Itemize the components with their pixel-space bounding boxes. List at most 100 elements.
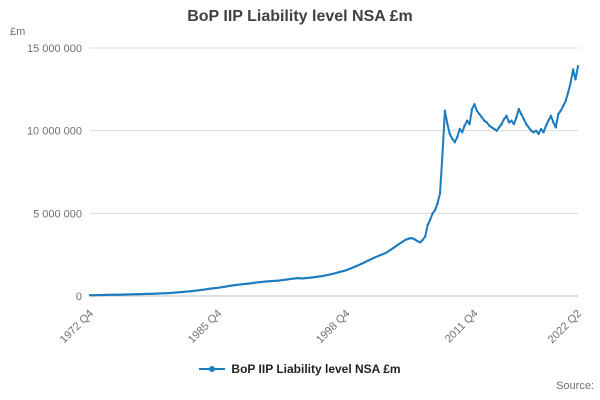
data-point xyxy=(103,293,107,297)
data-point xyxy=(436,202,439,205)
data-point xyxy=(276,279,279,282)
source-label: Source: xyxy=(556,380,594,392)
data-point xyxy=(389,248,392,251)
data-point xyxy=(234,283,237,287)
data-point xyxy=(128,293,131,296)
data-point xyxy=(470,108,474,111)
data-point xyxy=(246,282,249,285)
data-point xyxy=(493,127,496,131)
data-point xyxy=(101,293,104,297)
data-point xyxy=(364,260,368,263)
data-point xyxy=(310,276,313,279)
data-point xyxy=(273,279,276,283)
data-point xyxy=(300,277,304,280)
data-point xyxy=(453,141,456,144)
legend-item[interactable]: BoP IIP Liability level NSA £m xyxy=(199,362,401,376)
data-point xyxy=(253,281,257,284)
data-point xyxy=(505,114,508,118)
data-point xyxy=(214,286,217,290)
data-point xyxy=(175,291,178,294)
data-point xyxy=(308,276,311,279)
data-point xyxy=(320,275,323,278)
data-point xyxy=(542,131,545,134)
data-point xyxy=(207,287,210,291)
data-point xyxy=(377,254,380,258)
data-point xyxy=(490,126,493,129)
data-point xyxy=(93,294,97,297)
data-point xyxy=(298,277,301,280)
data-point xyxy=(382,252,385,256)
data-point xyxy=(458,127,461,131)
data-point xyxy=(120,293,124,296)
data-point xyxy=(510,119,513,122)
data-point xyxy=(414,238,417,241)
data-point xyxy=(473,103,476,106)
data-point xyxy=(387,250,390,253)
data-point xyxy=(495,129,498,132)
data-point xyxy=(303,277,306,280)
data-point xyxy=(527,126,530,129)
data-point xyxy=(337,271,341,274)
data-point xyxy=(478,112,481,116)
data-point xyxy=(480,116,484,119)
data-point xyxy=(448,132,451,136)
data-point xyxy=(396,243,400,246)
data-point xyxy=(143,292,146,296)
data-point xyxy=(192,289,195,293)
data-point xyxy=(330,273,333,276)
data-point xyxy=(187,290,190,293)
data-point xyxy=(125,293,129,296)
data-point xyxy=(261,280,264,284)
data-point xyxy=(108,293,111,296)
data-point xyxy=(244,282,247,286)
x-axis-tick-label: 1972 Q4 xyxy=(58,308,96,346)
x-axis-tick-label: 1998 Q4 xyxy=(314,308,352,346)
data-point xyxy=(283,278,286,281)
data-point xyxy=(401,240,405,243)
data-point xyxy=(271,279,274,283)
data-point xyxy=(497,126,501,129)
data-point xyxy=(483,119,486,122)
chart-legend: BoP IIP Liability level NSA £m xyxy=(0,362,600,376)
data-point xyxy=(451,137,454,141)
data-point xyxy=(305,276,309,280)
data-point xyxy=(431,212,434,215)
data-point xyxy=(130,293,134,296)
data-point xyxy=(226,284,230,288)
x-axis-tick-label: 1985 Q4 xyxy=(186,308,224,346)
data-point xyxy=(325,274,328,277)
data-point xyxy=(118,293,121,296)
data-point xyxy=(88,294,92,297)
data-point xyxy=(512,122,516,126)
data-point xyxy=(421,238,424,241)
data-point xyxy=(91,294,94,297)
data-point xyxy=(547,119,550,122)
data-point xyxy=(167,291,171,295)
legend-line-marker-icon xyxy=(199,366,226,372)
data-point xyxy=(258,280,262,284)
y-axis-unit-label: £m xyxy=(10,26,26,38)
data-point xyxy=(347,268,350,271)
data-point xyxy=(177,291,180,294)
data-point xyxy=(106,293,109,297)
data-point xyxy=(332,272,336,275)
data-point xyxy=(165,292,168,295)
data-point xyxy=(433,208,437,212)
data-point xyxy=(113,293,116,296)
data-point xyxy=(461,131,464,134)
data-point xyxy=(549,114,553,118)
data-point xyxy=(485,121,488,124)
data-point xyxy=(350,267,353,270)
data-point xyxy=(290,277,294,280)
data-point xyxy=(392,246,395,250)
data-point xyxy=(152,292,156,295)
data-point xyxy=(239,283,242,286)
data-point xyxy=(465,119,469,122)
data-point xyxy=(394,245,397,248)
data-point xyxy=(475,109,479,113)
data-point xyxy=(266,280,269,283)
data-point xyxy=(219,286,222,289)
data-point xyxy=(162,292,166,295)
data-point xyxy=(359,262,363,266)
